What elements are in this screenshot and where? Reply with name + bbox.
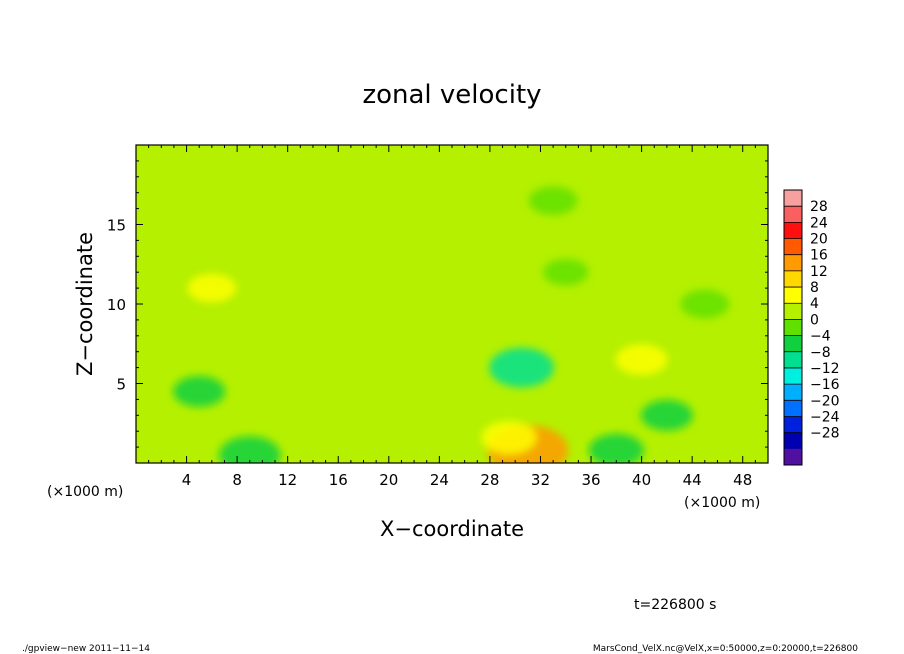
colorbar-swatch xyxy=(784,416,802,434)
field-feature-9 xyxy=(680,289,730,319)
field-feature-3 xyxy=(218,436,281,463)
x-tick-label: 32 xyxy=(531,471,550,489)
colorbar-label: 4 xyxy=(810,296,819,312)
colorbar-swatch xyxy=(784,254,802,272)
x-tick-label: 16 xyxy=(329,471,348,489)
colorbar-swatch xyxy=(784,351,802,369)
field-feature-12 xyxy=(302,409,349,437)
colorbar-label: 20 xyxy=(810,232,828,248)
field-feature-6 xyxy=(187,273,237,303)
colorbar-swatch xyxy=(784,319,802,337)
x-unit-label-left: (×1000 m) xyxy=(47,484,123,500)
field-feature-10 xyxy=(542,258,589,286)
x-tick-label: 40 xyxy=(632,471,651,489)
colorbar-swatch xyxy=(784,190,802,207)
colorbar-label: 0 xyxy=(810,312,819,328)
colorbar-label: −24 xyxy=(810,409,840,425)
colorbar-label: 12 xyxy=(810,264,828,280)
colorbar-label: −28 xyxy=(810,426,840,442)
x-tick-label: 24 xyxy=(430,471,449,489)
colorbar-swatch xyxy=(784,432,802,450)
colorbar-swatch xyxy=(784,384,802,401)
footer-right: MarsCond_VelX.nc@VelX,x=0:50000,z=0:2000… xyxy=(593,644,858,654)
y-tick-label: 10 xyxy=(107,296,126,314)
colorbar-swatch xyxy=(784,238,802,256)
field-feature-2 xyxy=(489,347,554,388)
colorbar-swatch xyxy=(784,222,802,240)
time-label: t=226800 s xyxy=(634,597,716,613)
colorbar-label: −8 xyxy=(810,345,831,361)
x-tick-label: 28 xyxy=(480,471,499,489)
x-axis-label: X−coordinate xyxy=(380,517,524,541)
colorbar-label: −20 xyxy=(810,393,840,409)
field-feature-1 xyxy=(481,420,537,455)
x-tick-label: 12 xyxy=(278,471,297,489)
colorbar-label: 24 xyxy=(810,215,828,231)
colorbar-swatch xyxy=(784,335,802,353)
field-feature-4 xyxy=(173,375,226,407)
y-tick-label: 5 xyxy=(116,376,126,394)
field-feature-5 xyxy=(615,344,668,376)
chart-title: zonal velocity xyxy=(362,80,541,110)
colorbar-swatch xyxy=(784,448,802,466)
y-ticks: 5 10 15 xyxy=(107,160,768,448)
x-tick-label: 48 xyxy=(733,471,752,489)
x-tick-label: 4 xyxy=(182,471,192,489)
field-feature-13 xyxy=(528,186,578,216)
field-feature-7 xyxy=(366,354,412,381)
colorbar-swatch xyxy=(784,367,802,385)
field-features xyxy=(173,186,730,463)
x-tick-label: 36 xyxy=(581,471,600,489)
x-ticks: 4 8 12 16 20 24 28 32 36 40 44 48 xyxy=(148,145,756,489)
colorbar-frame xyxy=(783,189,803,466)
field-feature-8 xyxy=(588,433,644,463)
colorbar-swatch xyxy=(784,206,802,223)
colorbar-label: −4 xyxy=(810,329,831,345)
colorbar-label: 28 xyxy=(810,199,828,215)
y-tick-label: 15 xyxy=(107,217,126,235)
colorbar-label: −12 xyxy=(810,361,840,377)
colorbar-label: 16 xyxy=(810,248,828,264)
colorbar-label: 8 xyxy=(810,280,819,296)
x-tick-label: 8 xyxy=(232,471,242,489)
colorbar-swatch xyxy=(784,270,802,288)
field-feature-11 xyxy=(640,399,693,431)
colorbar-label: −16 xyxy=(810,377,840,393)
x-unit-label-right: (×1000 m) xyxy=(684,495,760,511)
x-tick-label: 20 xyxy=(379,471,398,489)
footer-left: ./gpview−new 2011−11−14 xyxy=(22,644,150,654)
colorbar-swatch xyxy=(784,303,802,320)
y-axis-label: Z−coordinate xyxy=(73,232,97,376)
x-tick-label: 44 xyxy=(683,471,702,489)
colorbar-swatch xyxy=(784,287,802,304)
colorbar-swatch xyxy=(784,400,802,417)
